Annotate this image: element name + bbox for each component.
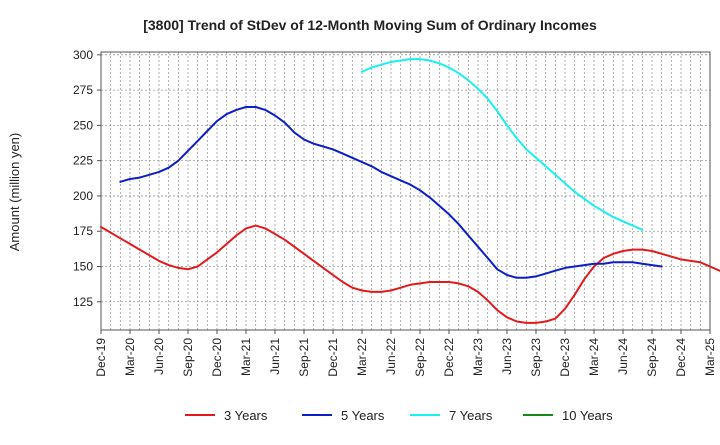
legend: 3 Years 5 Years 7 Years 10 Years [185, 408, 613, 423]
x-tick-label: Jun-20 [152, 338, 166, 375]
x-tick-label: Dec-21 [326, 338, 340, 377]
y-axis: 125 150 175 200 225 250 275 300 [73, 48, 101, 309]
legend-label: 10 Years [562, 408, 613, 423]
legend-label: 7 Years [449, 408, 493, 423]
y-axis-label: Amount (million yen) [7, 133, 22, 252]
x-tick-label: Jun-24 [616, 338, 630, 375]
x-tick-label: Sep-22 [413, 338, 427, 377]
grid [101, 52, 710, 330]
y-tick-label: 250 [73, 118, 93, 132]
y-tick-label: 125 [73, 295, 93, 309]
x-tick-label: Sep-23 [529, 338, 543, 377]
series-lines [100, 58, 720, 324]
x-tick-label: Mar-24 [587, 338, 601, 376]
y-tick-label: 150 [73, 259, 93, 273]
x-tick-label: Dec-19 [94, 338, 108, 377]
y-tick-label: 175 [73, 224, 93, 238]
x-tick-label: Dec-22 [442, 338, 456, 377]
x-tick-label: Sep-21 [297, 338, 311, 377]
plot-area [100, 51, 711, 331]
x-tick-label: Jun-22 [384, 338, 398, 375]
legend-label: 3 Years [224, 408, 268, 423]
x-tick-label: Mar-22 [355, 338, 369, 376]
series-line-5-years [119, 106, 663, 279]
x-axis: Dec-19 Mar-20 Jun-20 Sep-20 Dec-20 Mar-21 Jun-… [94, 330, 717, 377]
y-tick-label: 225 [73, 154, 93, 168]
x-tick-label: Dec-24 [674, 338, 688, 377]
series-line-7-years [361, 58, 644, 231]
x-tick-label: Sep-24 [645, 338, 659, 377]
x-tick-label: Mar-23 [471, 338, 485, 376]
chart-title: [3800] Trend of StDev of 12-Month Moving… [143, 17, 597, 33]
x-tick-label: Dec-20 [210, 338, 224, 377]
x-tick-label: Jun-21 [268, 338, 282, 375]
y-tick-label: 300 [73, 48, 93, 62]
x-tick-label: Jun-23 [500, 338, 514, 375]
x-tick-label: Mar-25 [703, 338, 717, 376]
y-tick-label: 275 [73, 83, 93, 97]
x-tick-label: Sep-20 [181, 338, 195, 377]
series-line-3-years [100, 224, 720, 324]
x-tick-label: Dec-23 [558, 338, 572, 377]
legend-label: 5 Years [341, 408, 385, 423]
x-tick-label: Mar-20 [123, 338, 137, 376]
y-tick-label: 200 [73, 189, 93, 203]
x-tick-label: Mar-21 [239, 338, 253, 376]
